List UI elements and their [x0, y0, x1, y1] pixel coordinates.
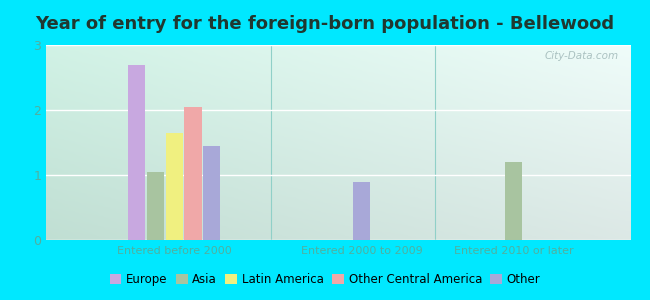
Bar [166, 133, 183, 240]
Bar [203, 146, 220, 240]
Bar [185, 107, 202, 240]
Text: Year of entry for the foreign-born population - Bellewood: Year of entry for the foreign-born popul… [36, 15, 614, 33]
Legend: Europe, Asia, Latin America, Other Central America, Other: Europe, Asia, Latin America, Other Centr… [105, 269, 545, 291]
Bar [505, 162, 522, 240]
Bar [147, 172, 164, 240]
Text: City-Data.com: City-Data.com [545, 51, 619, 61]
Bar [353, 182, 370, 240]
Bar [128, 64, 146, 240]
